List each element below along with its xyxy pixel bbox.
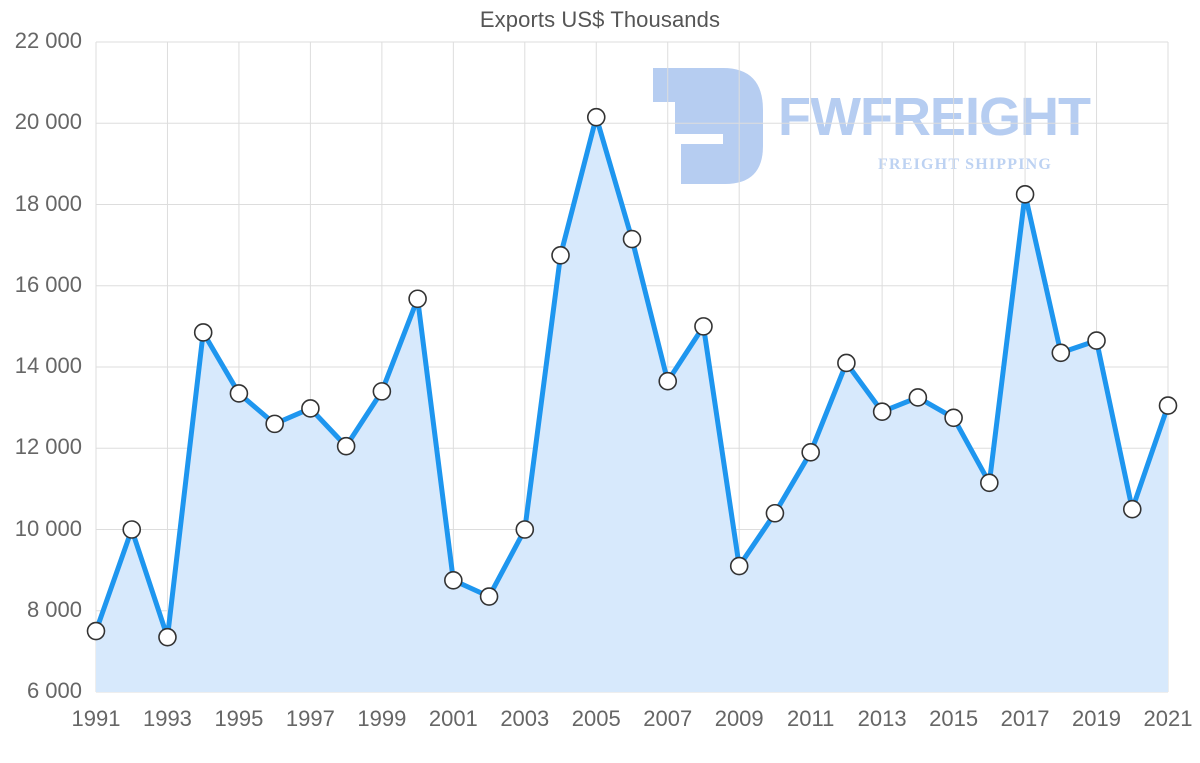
- y-axis-tick-label: 12 000: [14, 434, 82, 460]
- data-point-marker-2005[interactable]: [586, 107, 606, 127]
- x-axis-tick-label: 1993: [142, 706, 192, 731]
- data-point-marker-2003[interactable]: [515, 520, 535, 539]
- data-point-marker-1997[interactable]: [301, 399, 320, 418]
- data-point-marker-1995[interactable]: [229, 384, 249, 403]
- data-point-marker-2007[interactable]: [658, 371, 678, 391]
- data-point-marker-2019[interactable]: [1087, 331, 1106, 350]
- data-point-marker-2012[interactable]: [837, 353, 856, 373]
- data-point-marker-2004[interactable]: [551, 245, 570, 265]
- data-point-marker-1998[interactable]: [336, 436, 356, 456]
- chart-title: Exports US$ Thousands: [479, 7, 721, 32]
- data-point-marker-2008[interactable]: [694, 317, 713, 336]
- y-axis-tick-label: 6 000: [26, 678, 82, 703]
- data-point-marker-1996[interactable]: [265, 414, 284, 434]
- data-point-marker-2014[interactable]: [908, 388, 928, 407]
- data-point-marker-1992[interactable]: [122, 520, 142, 539]
- x-axis-tick-label: 2007: [643, 706, 693, 731]
- data-point-markers: [86, 107, 1178, 647]
- data-point-marker-2018[interactable]: [1051, 343, 1071, 363]
- x-axis-tick-label: 1995: [214, 706, 264, 731]
- y-axis-tick-label: 10 000: [14, 515, 82, 541]
- data-point-marker-2020[interactable]: [1122, 499, 1142, 519]
- y-axis-tick-label: 8 000: [26, 596, 82, 622]
- data-point-marker-1993[interactable]: [158, 627, 177, 647]
- data-point-marker-2013[interactable]: [872, 402, 892, 421]
- x-axis-tick-label: 2001: [428, 706, 478, 731]
- data-point-marker-1994[interactable]: [193, 323, 213, 342]
- area-fill: [96, 117, 1168, 692]
- data-point-marker-2000[interactable]: [408, 289, 427, 309]
- x-axis-tick-label: 1999: [357, 706, 407, 731]
- area-fill-path: [96, 117, 1168, 692]
- x-axis-tick-label: 2003: [500, 706, 550, 731]
- x-axis-tick-label: 2013: [857, 706, 907, 731]
- data-point-marker-1991[interactable]: [86, 621, 106, 641]
- x-axis-tick-label: 2019: [1072, 706, 1121, 731]
- x-axis-tick-label: 1997: [285, 706, 335, 731]
- x-axis-tick-label: 2011: [787, 706, 835, 731]
- data-point-marker-2006[interactable]: [622, 229, 642, 249]
- data-point-marker-2011[interactable]: [801, 443, 820, 462]
- y-axis-tick-label: 22 000: [14, 28, 82, 53]
- data-point-marker-2017[interactable]: [1015, 185, 1035, 204]
- x-axis-tick-label: 2015: [929, 706, 979, 731]
- x-axis-tick-label: 2021: [1143, 706, 1193, 731]
- y-axis-tick-label: 18 000: [14, 190, 82, 216]
- x-axis-tick-label: 2017: [1000, 706, 1050, 731]
- y-axis-tick-label: 14 000: [14, 353, 82, 378]
- data-point-marker-2010[interactable]: [765, 503, 785, 523]
- data-point-marker-2015[interactable]: [944, 408, 963, 428]
- x-axis-tick-label: 2005: [571, 706, 621, 731]
- data-point-marker-2016[interactable]: [980, 473, 999, 493]
- data-point-marker-1999[interactable]: [372, 382, 392, 401]
- y-axis-tick-label: 20 000: [14, 109, 82, 135]
- data-point-marker-2002[interactable]: [479, 587, 499, 606]
- x-axis-tick-label: 1991: [71, 706, 121, 731]
- data-point-marker-2021[interactable]: [1158, 396, 1178, 415]
- y-axis-tick-label: 16 000: [14, 271, 82, 297]
- data-point-marker-2001[interactable]: [444, 570, 463, 590]
- data-point-marker-2009[interactable]: [729, 556, 749, 576]
- x-axis-tick-label: 2009: [714, 706, 764, 731]
